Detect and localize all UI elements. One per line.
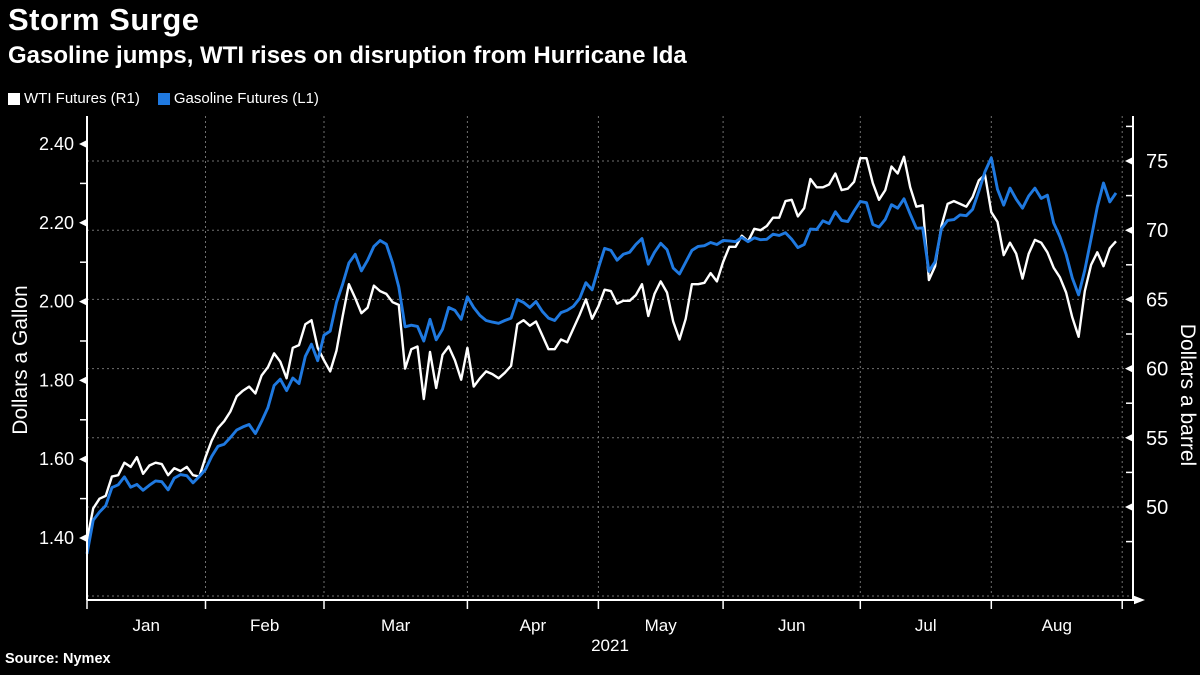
wti-legend-label: WTI Futures (R1): [24, 90, 140, 107]
gasoline-line: [85, 156, 1118, 555]
month-label: Jun: [778, 616, 805, 635]
month-label: Aug: [1042, 616, 1072, 635]
series-wti: [85, 155, 1117, 541]
v-gridlines: [205, 116, 1123, 596]
left-tick-label: 1.80: [39, 370, 74, 390]
right-tick-label: 60: [1146, 359, 1168, 381]
right-tick-label: 50: [1146, 497, 1168, 519]
axes: [86, 116, 1145, 605]
right-tick-label: 55: [1146, 428, 1168, 450]
left-tick-label: 1.60: [39, 449, 74, 469]
month-label: Mar: [381, 616, 411, 635]
wti-line: [85, 155, 1117, 541]
x-axis-arrow-icon: [1134, 595, 1145, 605]
month-labels: Jan Feb Mar Apr May Jun Jul Aug 2021: [132, 616, 1071, 655]
left-tick-label: 2.20: [39, 213, 74, 233]
x-axis-ticks: [86, 600, 1123, 609]
gasoline-swatch-icon: [157, 92, 170, 105]
legend: WTI Futures (R1) Gasoline Futures (L1): [8, 90, 319, 107]
month-label: Jul: [915, 616, 937, 635]
left-tick-label: 1.40: [39, 528, 74, 548]
month-label: May: [645, 616, 678, 635]
left-tick-label: 2.00: [39, 292, 74, 312]
left-tick-label: 2.40: [39, 134, 74, 154]
legend-item-gasoline: Gasoline Futures (L1): [157, 90, 319, 107]
wti-swatch-icon: [8, 92, 20, 105]
right-tick-label: 75: [1146, 151, 1168, 173]
source-label: Source: Nymex: [5, 651, 111, 667]
h-gridlines: [87, 160, 1133, 597]
right-tick-label: 65: [1146, 289, 1168, 311]
series-gasoline: [85, 156, 1118, 555]
year-label: 2021: [591, 636, 629, 655]
chart-title: Storm Surge: [8, 2, 200, 37]
left-axis-ticks: 2.40 2.20 2.00 1.80 1.60 1.40: [39, 134, 87, 548]
month-label: Apr: [520, 616, 547, 635]
right-axis-ticks: 75 70 65 60 55 50: [1125, 125, 1168, 543]
gasoline-legend-label: Gasoline Futures (L1): [173, 90, 319, 107]
legend-item-wti: WTI Futures (R1): [8, 90, 140, 107]
chart-subtitle: Gasoline jumps, WTI rises on disruption …: [8, 42, 687, 69]
month-label: Jan: [132, 616, 159, 635]
month-label: Feb: [250, 616, 279, 635]
right-tick-label: 70: [1146, 220, 1168, 242]
